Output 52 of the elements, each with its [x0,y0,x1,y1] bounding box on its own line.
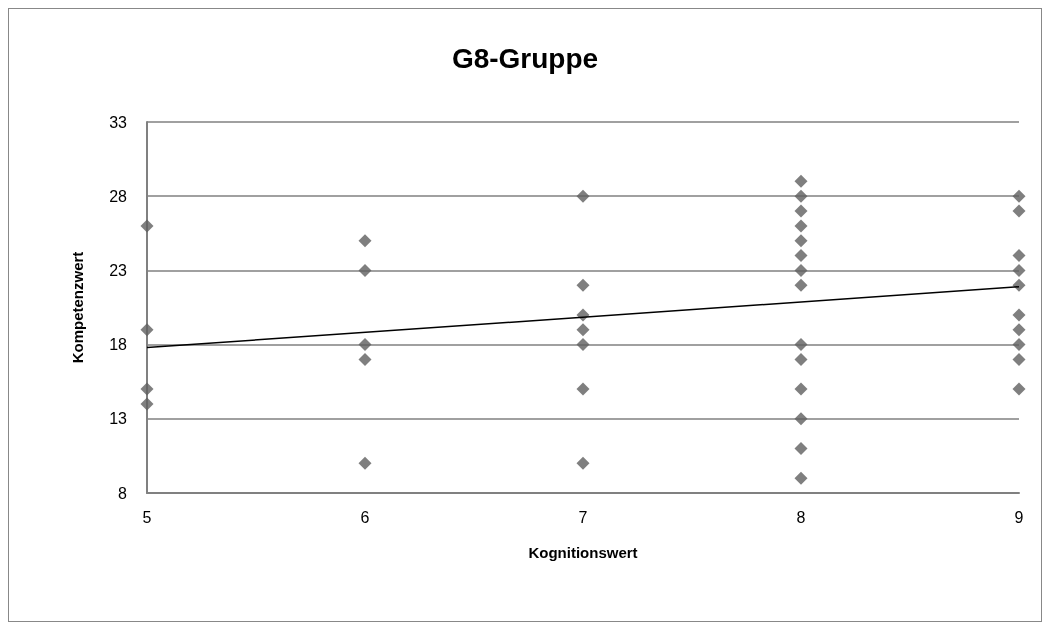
point [794,219,808,233]
point [1012,338,1026,352]
point [794,352,808,366]
point [140,323,154,337]
point [358,352,372,366]
chart-title: G8-Gruppe [451,42,599,74]
point [1012,249,1026,263]
point [794,234,808,248]
point [576,278,590,292]
point [794,263,808,277]
point [794,189,808,203]
y-tick-label: 28 [109,187,128,205]
x-axis-title: Kognitionswert [528,544,638,561]
point [1012,352,1026,366]
y-tick-label: 33 [109,113,128,131]
y-tick-label: 13 [109,410,128,428]
point [140,397,154,411]
point [140,219,154,233]
point [794,249,808,263]
point [794,471,808,485]
point [794,338,808,352]
point [358,263,372,277]
x-tick-label: 5 [142,508,152,526]
point [358,456,372,470]
point [358,234,372,248]
point [576,338,590,352]
y-tick-label: 8 [118,484,128,502]
point [794,441,808,455]
x-tick-label: 6 [360,508,370,526]
point [1012,263,1026,277]
point [576,456,590,470]
x-tick-label: 9 [1014,508,1024,526]
y-tick-label: 18 [109,336,128,354]
point [1012,189,1026,203]
point [140,382,154,396]
point [358,338,372,352]
x-tick-label: 8 [796,508,806,526]
point [576,323,590,337]
point [794,382,808,396]
point [794,278,808,292]
point [1012,308,1026,322]
point [1012,204,1026,218]
x-tick-label: 7 [578,508,588,526]
point [1012,323,1026,337]
point [794,174,808,188]
y-axis-title: Kompetenzwert [69,251,86,364]
point [576,382,590,396]
point [794,204,808,218]
point [1012,382,1026,396]
point [794,412,808,426]
point [576,189,590,203]
y-tick-label: 23 [109,261,128,279]
